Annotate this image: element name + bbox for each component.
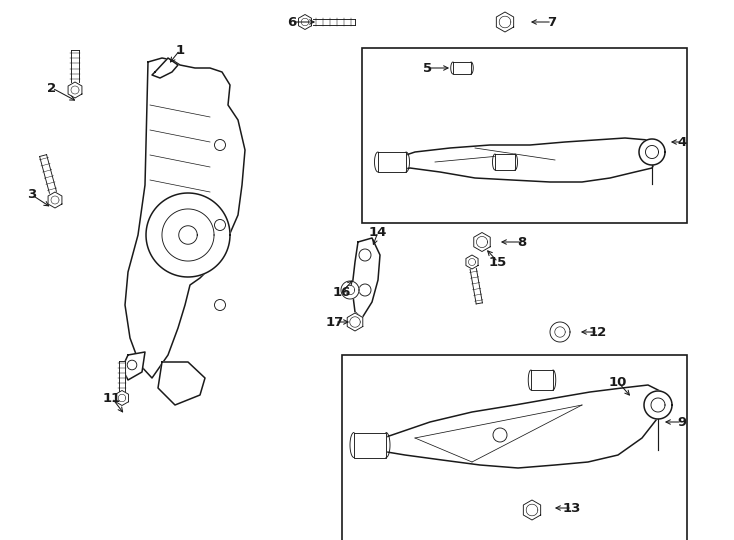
Text: 16: 16 bbox=[333, 286, 351, 299]
Polygon shape bbox=[531, 370, 553, 390]
Text: 15: 15 bbox=[489, 255, 507, 268]
Polygon shape bbox=[352, 238, 380, 318]
Circle shape bbox=[493, 428, 507, 442]
Polygon shape bbox=[341, 281, 359, 299]
Text: 9: 9 bbox=[677, 415, 686, 429]
Polygon shape bbox=[550, 322, 570, 342]
Polygon shape bbox=[122, 352, 145, 380]
Polygon shape bbox=[639, 139, 665, 165]
Polygon shape bbox=[466, 255, 478, 269]
Polygon shape bbox=[119, 361, 126, 390]
Polygon shape bbox=[523, 500, 541, 520]
Polygon shape bbox=[146, 193, 230, 277]
Text: 5: 5 bbox=[424, 62, 432, 75]
Polygon shape bbox=[125, 58, 245, 378]
Text: 17: 17 bbox=[326, 315, 344, 328]
Text: 7: 7 bbox=[548, 16, 556, 29]
Polygon shape bbox=[158, 362, 205, 405]
Text: 3: 3 bbox=[27, 188, 37, 201]
Polygon shape bbox=[71, 50, 79, 82]
Bar bbox=[342, 355, 687, 540]
Polygon shape bbox=[68, 82, 82, 98]
Polygon shape bbox=[470, 268, 482, 304]
Polygon shape bbox=[385, 138, 660, 182]
Polygon shape bbox=[48, 192, 62, 208]
Text: 10: 10 bbox=[608, 375, 627, 388]
Polygon shape bbox=[378, 152, 406, 172]
Circle shape bbox=[214, 139, 225, 151]
Text: 4: 4 bbox=[677, 136, 686, 148]
Polygon shape bbox=[299, 15, 311, 30]
Circle shape bbox=[214, 219, 225, 231]
Circle shape bbox=[214, 300, 225, 310]
Polygon shape bbox=[347, 313, 363, 331]
Polygon shape bbox=[453, 62, 471, 74]
Text: 6: 6 bbox=[288, 16, 297, 29]
Polygon shape bbox=[495, 154, 515, 170]
Circle shape bbox=[127, 360, 137, 370]
Circle shape bbox=[359, 284, 371, 296]
Polygon shape bbox=[115, 390, 128, 406]
Polygon shape bbox=[152, 58, 178, 78]
Bar bbox=[362, 48, 687, 223]
Text: 1: 1 bbox=[175, 44, 184, 57]
Text: 12: 12 bbox=[589, 326, 607, 339]
Polygon shape bbox=[313, 18, 355, 25]
Polygon shape bbox=[496, 12, 514, 32]
Text: 11: 11 bbox=[103, 392, 121, 404]
Text: 13: 13 bbox=[563, 502, 581, 515]
Polygon shape bbox=[644, 391, 672, 419]
Polygon shape bbox=[40, 154, 57, 193]
Polygon shape bbox=[473, 233, 490, 252]
Polygon shape bbox=[354, 433, 386, 457]
Text: 8: 8 bbox=[517, 235, 526, 248]
Text: 14: 14 bbox=[368, 226, 388, 239]
Text: 2: 2 bbox=[48, 82, 57, 94]
Circle shape bbox=[359, 249, 371, 261]
Polygon shape bbox=[362, 385, 662, 468]
